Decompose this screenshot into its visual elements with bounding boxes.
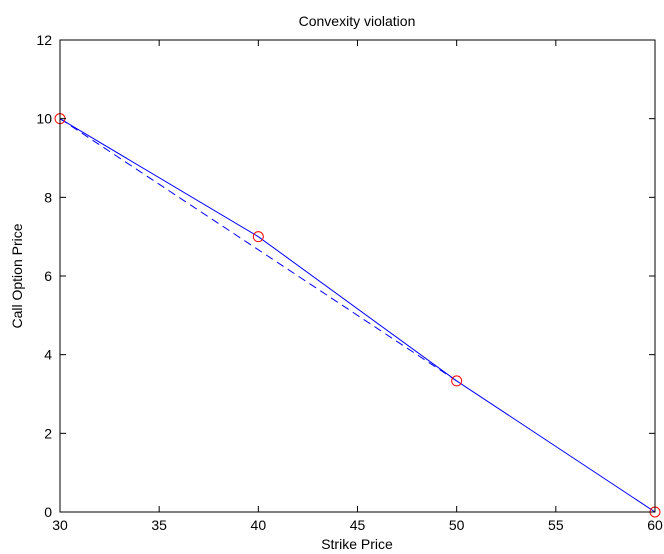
y-tick-label: 4 (44, 347, 52, 363)
y-tick-label: 0 (44, 504, 52, 520)
y-tick-label: 10 (36, 111, 52, 127)
y-tick-label: 2 (44, 425, 52, 441)
dashed-series-line (59, 118, 457, 382)
y-axis-label: Call Option Price (9, 223, 25, 328)
plot-area (60, 40, 655, 512)
data-point-marker (252, 231, 264, 243)
y-tick-label: 12 (36, 32, 52, 48)
solid-series-line (59, 118, 656, 513)
data-point-marker (451, 375, 463, 387)
chart-title: Convexity violation (299, 13, 416, 29)
y-tick-label: 8 (44, 189, 52, 205)
x-tick-label: 45 (350, 517, 366, 533)
ticks-layer: 30 35 40 45 50 55 60 0 2 4 6 8 10 12 (36, 32, 663, 533)
series-layer (54, 113, 661, 518)
y-tick-label: 6 (44, 268, 52, 284)
x-tick-label: 40 (251, 517, 267, 533)
x-tick-label: 60 (647, 517, 663, 533)
x-tick-label: 30 (52, 517, 68, 533)
x-tick-label: 50 (449, 517, 465, 533)
x-tick-label: 35 (151, 517, 167, 533)
x-tick-label: 55 (548, 517, 564, 533)
x-axis-label: Strike Price (321, 536, 393, 552)
